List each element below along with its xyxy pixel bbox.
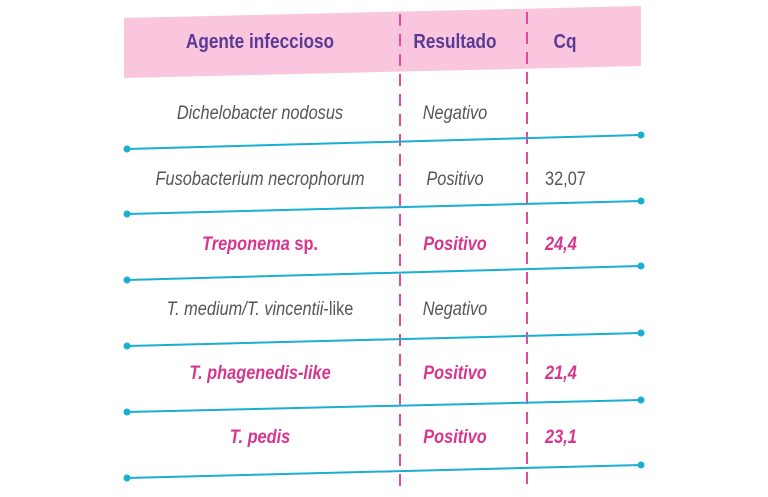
row-1-cq	[545, 99, 614, 129]
row-2-agent: Fusobacterium necrophorum	[155, 169, 365, 190]
row-6-result: Positivo	[423, 427, 487, 448]
row-3-agent: Treponema sp.	[202, 234, 318, 255]
row-rule-6	[123, 461, 645, 482]
row-3-cq: 24,4	[545, 234, 577, 255]
row-2-cq: 32,07	[545, 169, 586, 190]
row-4-result: Negativo	[422, 299, 488, 320]
header-agent: Agente infeccioso	[185, 31, 335, 53]
row-3-result: Positivo	[423, 234, 487, 255]
row-1-result: Negativo	[422, 103, 488, 124]
row-1-agent: Dichelobacter nodosus	[176, 103, 344, 124]
row-4-cq	[545, 295, 614, 325]
row-rule-1	[123, 131, 645, 153]
row-5-agent: T. phagenedis-like	[189, 363, 331, 384]
row-6-agent: T. pedis	[229, 427, 291, 448]
row-6-cq: 23,1	[545, 427, 577, 448]
row-rule-5	[123, 396, 645, 416]
header-result: Resultado	[413, 31, 497, 53]
row-rule-2	[123, 197, 645, 218]
row-5-result: Positivo	[423, 363, 487, 384]
row-4-agent: T. medium/T. vincentii-like	[166, 299, 354, 320]
header-cq: Cq	[553, 31, 577, 53]
header-band	[124, 6, 641, 78]
row-5-cq: 21,4	[545, 363, 577, 384]
row-2-result: Positivo	[426, 169, 484, 190]
row-rule-4	[123, 329, 645, 350]
row-rule-3	[123, 262, 645, 284]
